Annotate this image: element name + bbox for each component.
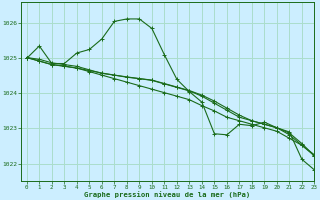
X-axis label: Graphe pression niveau de la mer (hPa): Graphe pression niveau de la mer (hPa) (84, 191, 251, 198)
